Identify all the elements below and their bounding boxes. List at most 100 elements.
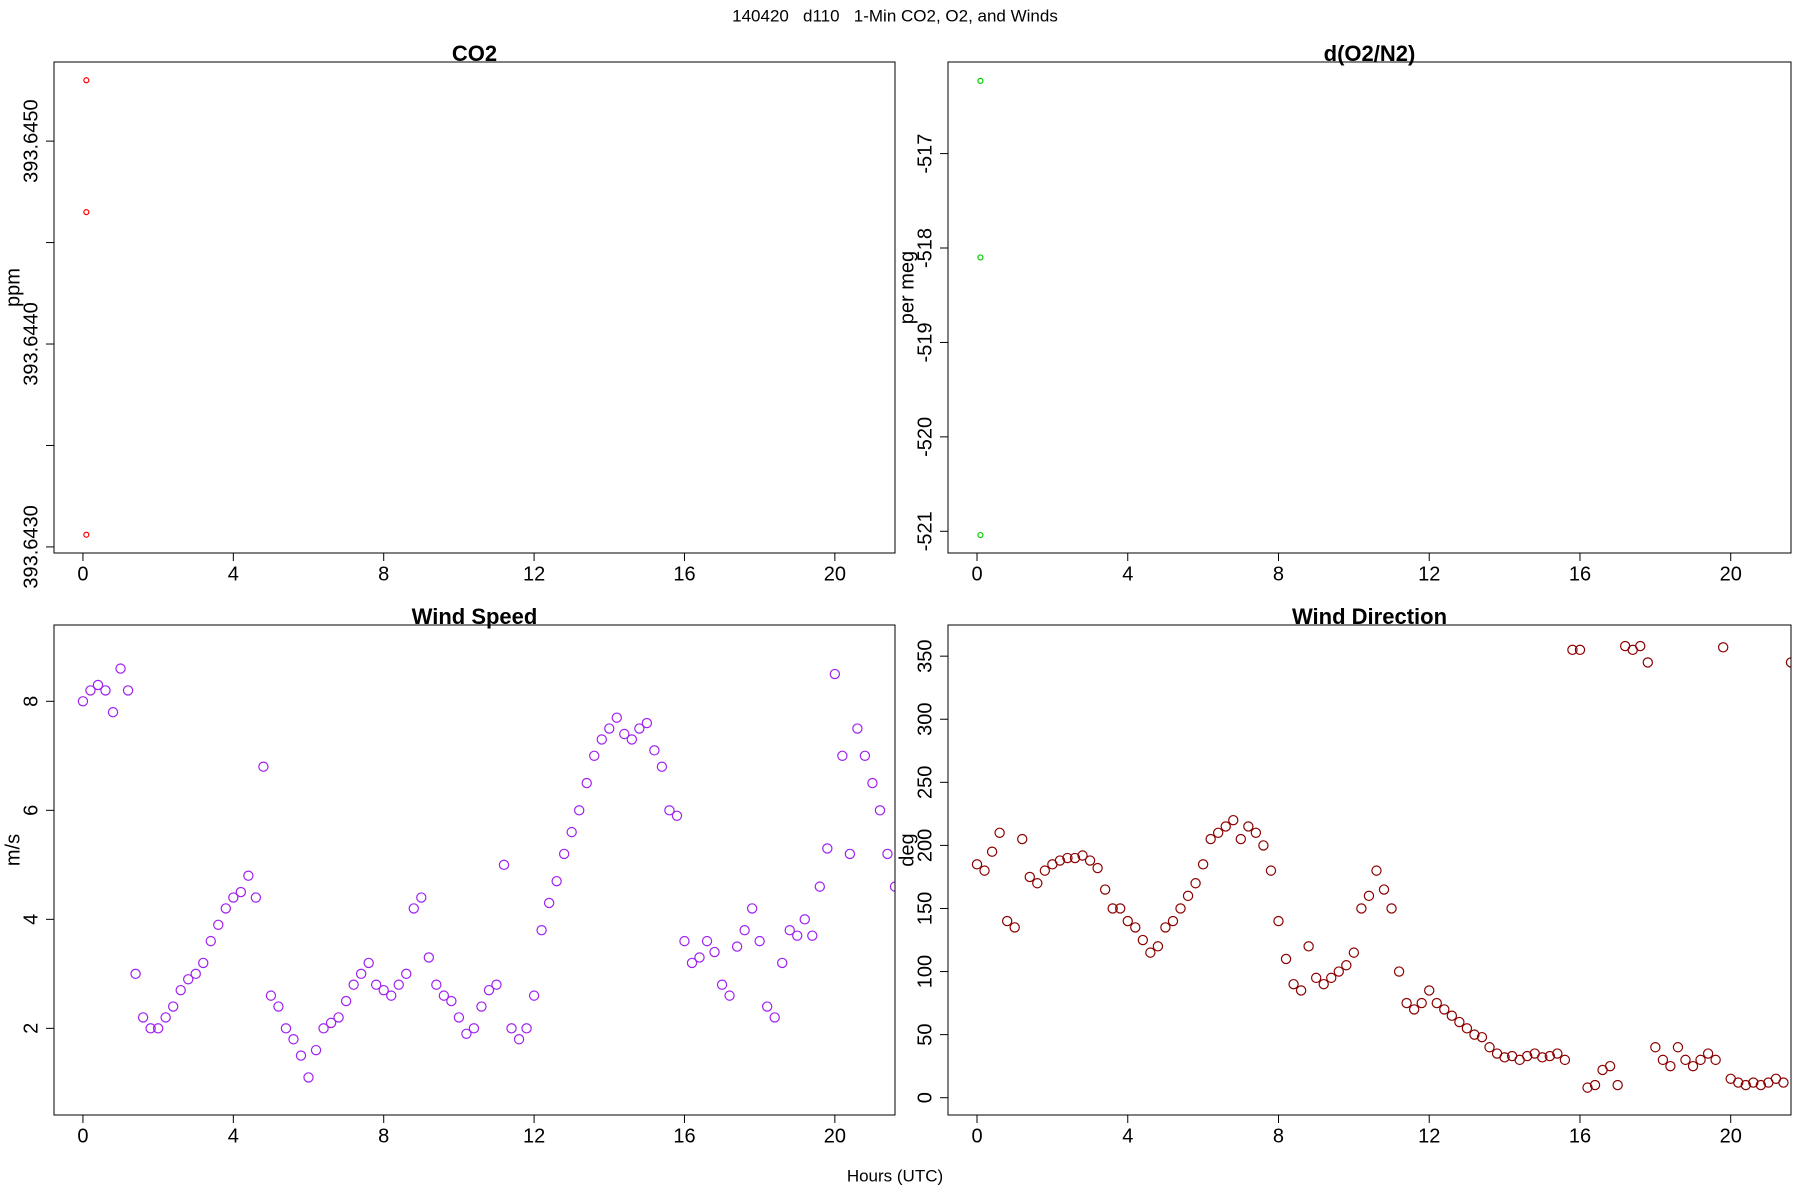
- point: [521, 1023, 532, 1034]
- point: [1009, 922, 1020, 933]
- point: [1702, 1048, 1714, 1059]
- plot-frame: [947, 624, 1792, 1116]
- point: [1348, 947, 1360, 958]
- point: [115, 663, 126, 674]
- x-tick-label: 12: [1418, 563, 1440, 585]
- y-axis-label: per meg: [896, 251, 918, 324]
- point: [370, 979, 382, 990]
- point: [986, 846, 998, 857]
- y-tick-label: -521: [914, 511, 936, 551]
- plot-frame: [53, 61, 896, 554]
- point: [867, 777, 878, 789]
- y-tick-label: 6: [20, 805, 42, 816]
- point: [543, 897, 555, 909]
- y-tick-label: 150: [914, 892, 936, 925]
- point: [611, 712, 622, 723]
- point: [446, 995, 457, 1007]
- point: [874, 805, 886, 816]
- x-tick-label: 20: [824, 563, 846, 585]
- point: [1107, 903, 1118, 914]
- y-tick-label: -517: [914, 134, 936, 174]
- point: [378, 984, 389, 996]
- point: [1250, 827, 1262, 838]
- point: [1160, 922, 1171, 933]
- y-tick-label: 300: [914, 703, 936, 736]
- point: [1137, 934, 1149, 946]
- point: [1001, 915, 1013, 927]
- point: [340, 995, 352, 1007]
- point: [574, 805, 585, 816]
- point: [1220, 821, 1231, 832]
- point: [1695, 1054, 1706, 1066]
- point: [1152, 941, 1164, 952]
- point: [709, 946, 720, 958]
- point: [1318, 978, 1329, 990]
- point: [85, 685, 96, 696]
- plot-frame: [53, 624, 896, 1116]
- point: [310, 1044, 322, 1056]
- x-tick-label: 4: [228, 1125, 239, 1147]
- point: [1122, 915, 1133, 927]
- y-tick-label: -518: [914, 228, 936, 268]
- x-tick-label: 8: [378, 1125, 389, 1147]
- x-tick-label: 16: [1569, 1125, 1591, 1147]
- point: [167, 1001, 179, 1012]
- point: [250, 892, 262, 903]
- plot-area: [77, 663, 895, 1083]
- point: [641, 717, 653, 729]
- point: [363, 957, 374, 969]
- point: [1748, 1077, 1759, 1088]
- y-tick-label: 200: [914, 829, 936, 862]
- y-tick-label: 393.6440: [20, 302, 42, 385]
- point: [1544, 1050, 1556, 1062]
- point: [160, 1012, 171, 1023]
- point: [1680, 1054, 1691, 1066]
- point: [1461, 1023, 1473, 1034]
- point: [829, 668, 841, 680]
- y-tick-label: 100: [914, 955, 936, 988]
- point: [1778, 1077, 1789, 1088]
- point: [739, 925, 750, 936]
- y-tick-label: 250: [914, 766, 936, 799]
- figure-title: 140420 d110 1-Min CO2, O2, and Winds: [732, 6, 1058, 25]
- x-tick-label: 8: [1273, 563, 1284, 585]
- x-tick-label: 4: [228, 563, 239, 585]
- y-tick-label: 2: [20, 1023, 42, 1034]
- plot-area: [977, 77, 984, 539]
- x-tick-label: 0: [77, 1125, 88, 1147]
- point: [1567, 644, 1578, 656]
- point: [461, 1028, 472, 1039]
- point: [971, 859, 983, 870]
- point: [1386, 903, 1397, 914]
- point: [205, 935, 216, 947]
- point: [273, 1001, 284, 1012]
- point: [799, 914, 810, 925]
- point: [977, 531, 984, 539]
- x-tick-label: 20: [824, 1125, 846, 1147]
- point: [1017, 833, 1028, 845]
- point: [1416, 997, 1427, 1009]
- x-tick-label: 4: [1122, 1125, 1133, 1147]
- point: [1288, 978, 1299, 990]
- y-tick-label: 393.6450: [20, 99, 42, 182]
- point: [1552, 1048, 1563, 1059]
- point: [852, 723, 863, 734]
- point: [1333, 966, 1344, 977]
- point: [1401, 997, 1412, 1009]
- point: [694, 952, 705, 963]
- point: [491, 979, 502, 990]
- point: [137, 1012, 149, 1023]
- x-axis-label: Hours (UTC): [847, 1166, 943, 1185]
- point: [1733, 1077, 1744, 1088]
- point: [604, 723, 615, 734]
- point: [77, 696, 89, 707]
- point: [355, 968, 367, 980]
- point: [754, 935, 765, 947]
- y-tick-label: 0: [914, 1092, 936, 1103]
- plot-area: [83, 77, 90, 538]
- point: [1522, 1050, 1533, 1062]
- point: [333, 1012, 344, 1023]
- point: [1032, 878, 1043, 889]
- point: [761, 1001, 773, 1012]
- x-tick-label: 12: [1418, 1125, 1440, 1147]
